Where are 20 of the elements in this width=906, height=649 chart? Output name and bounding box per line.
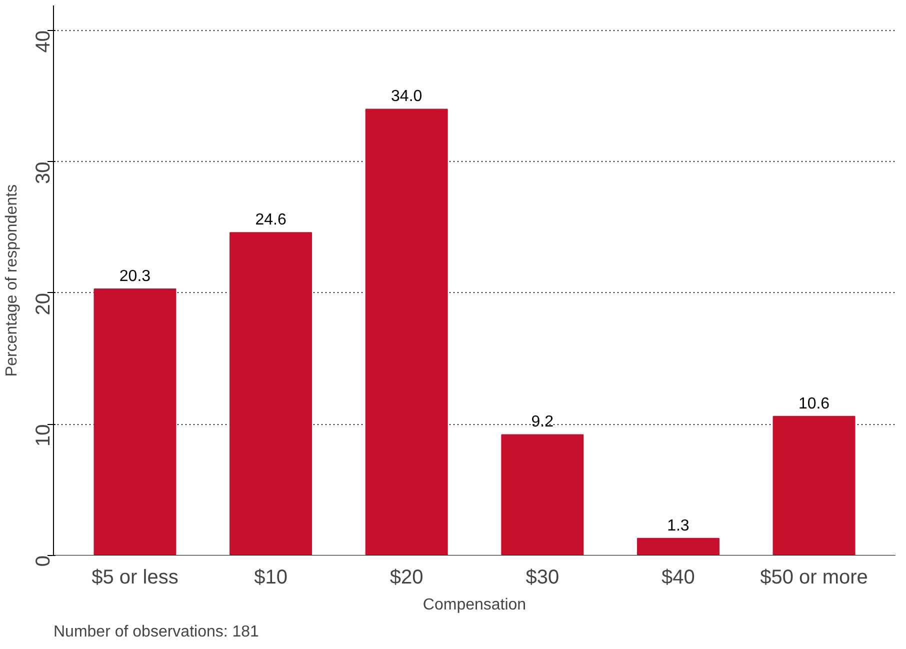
x-tick-label: $5 or less xyxy=(92,566,178,588)
x-axis-title: Compensation xyxy=(422,596,526,614)
x-tick-label: $30 xyxy=(526,566,560,588)
x-tick-label: $50 or more xyxy=(760,566,868,588)
data-label: 9.2 xyxy=(531,414,554,431)
y-tick-label: 20 xyxy=(32,292,54,316)
x-tick-label: $10 xyxy=(254,566,288,588)
x-tick-label: $40 xyxy=(662,566,695,588)
y-tick-label: 10 xyxy=(32,424,54,446)
data-label: 20.3 xyxy=(119,268,151,286)
data-label: 34.0 xyxy=(391,88,422,106)
text: Number of observations: 181 xyxy=(54,624,260,640)
y-axis-title: Percentage of respondents xyxy=(4,184,20,377)
data-label: 10.6 xyxy=(798,395,830,412)
x-tick-label: $20 xyxy=(390,566,424,588)
y-tick-label: 30 xyxy=(32,162,54,184)
y-tick-label: 0 xyxy=(32,556,54,567)
data-label: 24.6 xyxy=(255,212,286,229)
y-tick-label: 40 xyxy=(32,30,54,53)
data-label: 1.3 xyxy=(667,517,690,534)
